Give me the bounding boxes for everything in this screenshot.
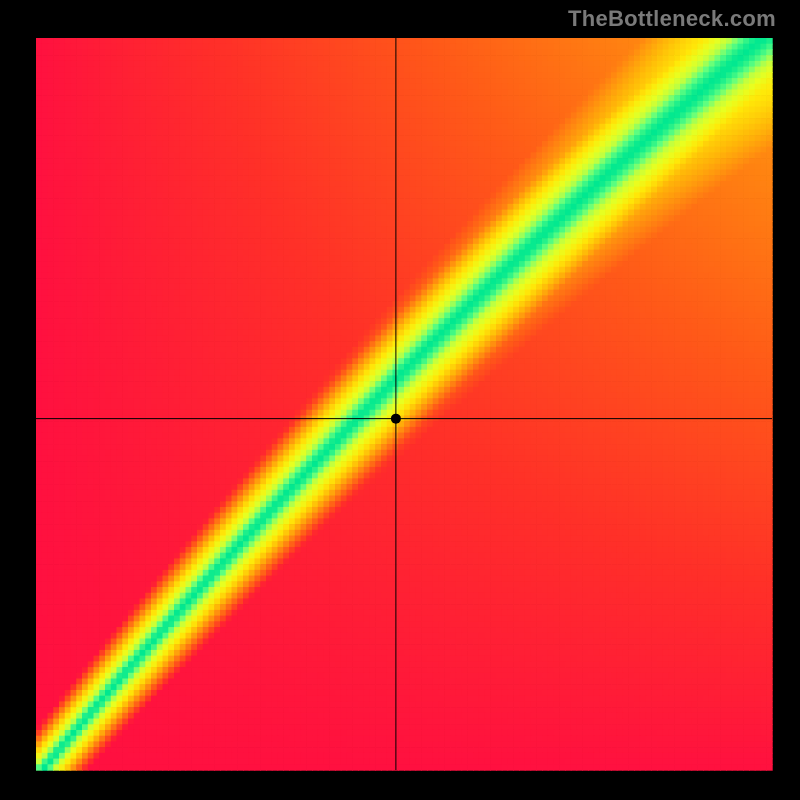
chart-container: TheBottleneck.com	[0, 0, 800, 800]
watermark-label: TheBottleneck.com	[568, 6, 776, 32]
bottleneck-heatmap	[0, 0, 800, 800]
